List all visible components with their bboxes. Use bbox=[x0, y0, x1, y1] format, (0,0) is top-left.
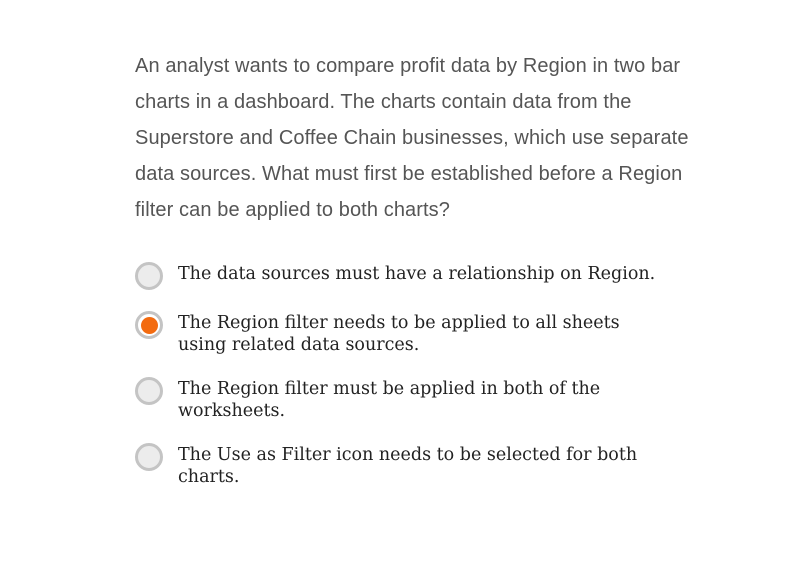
answer-option-1[interactable]: The data sources must have a relationshi… bbox=[135, 258, 695, 290]
answer-option-2[interactable]: The Region filter needs to be applied to… bbox=[135, 307, 695, 356]
radio-button-1[interactable] bbox=[135, 262, 163, 290]
answer-options: The data sources must have a relationshi… bbox=[135, 258, 695, 488]
radio-button-2[interactable] bbox=[135, 311, 163, 339]
answer-option-2-label: The Region filter needs to be applied to… bbox=[178, 313, 620, 355]
radio-button-3[interactable] bbox=[135, 377, 163, 405]
radio-button-4[interactable] bbox=[135, 443, 163, 471]
quiz-card: An analyst wants to compare profit data … bbox=[135, 48, 695, 505]
question-text: An analyst wants to compare profit data … bbox=[135, 55, 689, 221]
answer-option-3-label: The Region filter must be applied in bot… bbox=[178, 379, 601, 421]
radio-selected-dot bbox=[140, 316, 158, 334]
answer-option-4[interactable]: The Use as Filter icon needs to be selec… bbox=[135, 439, 695, 488]
answer-option-1-label: The data sources must have a relationshi… bbox=[178, 264, 656, 284]
answer-option-4-label: The Use as Filter icon needs to be selec… bbox=[178, 445, 638, 487]
answer-option-3[interactable]: The Region filter must be applied in bot… bbox=[135, 373, 695, 422]
